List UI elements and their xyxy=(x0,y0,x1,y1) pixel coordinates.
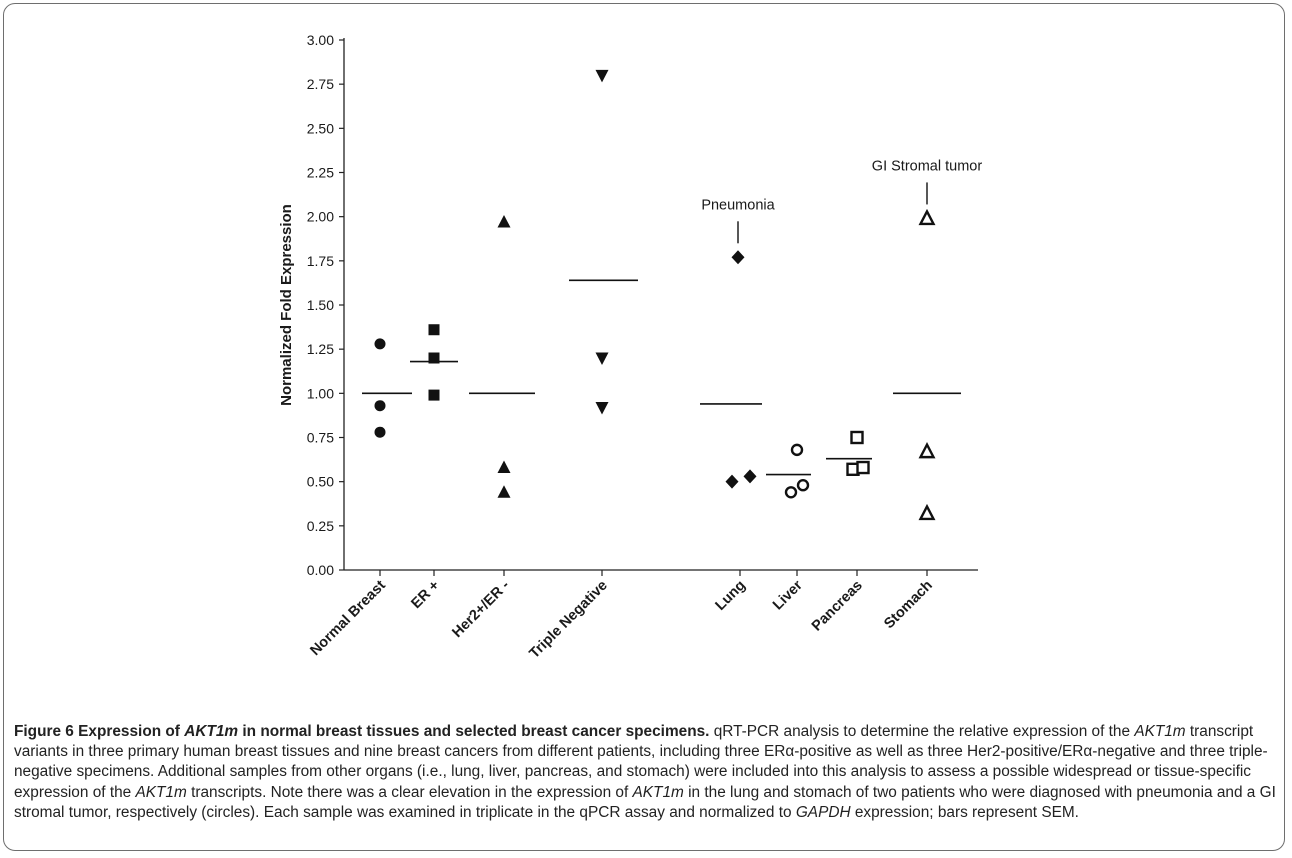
annotation-label: Pneumonia xyxy=(701,197,775,213)
y-tick-label: 1.00 xyxy=(307,385,334,401)
y-tick-label: 3.00 xyxy=(307,32,334,48)
data-point xyxy=(374,426,386,438)
figure-caption: Figure 6 Expression of AKT1m in normal b… xyxy=(14,722,1276,823)
figure-frame xyxy=(3,3,1285,851)
y-tick-label: 1.25 xyxy=(307,341,334,357)
data-point xyxy=(497,485,511,498)
data-point xyxy=(497,460,511,474)
figure-number: Figure 6 xyxy=(14,723,74,740)
x-category-label: ER + xyxy=(408,578,442,612)
data-point xyxy=(850,430,864,445)
y-tick-label: 1.50 xyxy=(307,297,334,313)
data-point xyxy=(918,442,936,459)
data-point xyxy=(725,474,739,489)
data-point xyxy=(497,214,511,228)
x-category-label: Her2+/ER - xyxy=(449,577,513,641)
data-point xyxy=(428,352,440,364)
data-point xyxy=(796,479,810,492)
caption-text-run: AKT1m xyxy=(135,783,187,801)
y-tick-label: 0.75 xyxy=(307,430,334,446)
scatter-chart: 0.00 0.25 0.50 0.75 1.00 1.25 1.50 1.75 2.00 2.25… xyxy=(278,32,983,662)
data-point xyxy=(918,208,936,226)
y-tick-label: 0.00 xyxy=(307,562,334,578)
annotation-label: GI Stromal tumor xyxy=(872,158,983,174)
figure-body: qRT-PCR analysis to determine the relati… xyxy=(14,723,1276,821)
caption-text-run: transcripts. Note there was a clear elev… xyxy=(186,783,633,801)
y-tick-label: 1.75 xyxy=(307,253,334,269)
y-tick-label: 2.50 xyxy=(307,120,334,136)
caption-text-run: transcript variants in three primary hum… xyxy=(14,723,1268,801)
data-point xyxy=(595,352,609,365)
figure-title: Expression of AKT1m in normal breast tis… xyxy=(78,723,710,740)
y-tick-label: 2.75 xyxy=(307,76,334,92)
data-point xyxy=(784,486,798,499)
data-point xyxy=(918,503,936,521)
y-tick-label: 0.50 xyxy=(307,474,334,490)
caption-text-run: in the lung and stomach of two patients … xyxy=(14,783,1276,821)
data-point xyxy=(790,443,804,457)
y-tick-label: 0.25 xyxy=(307,518,334,534)
data-point xyxy=(595,401,609,415)
x-category-label: Pancreas xyxy=(809,578,866,635)
y-tick-label: 2.00 xyxy=(307,209,334,225)
caption-text-run: GAPDH xyxy=(795,803,851,821)
caption-text-run: qRT-PCR analysis to determine the relati… xyxy=(709,723,1135,740)
data-point xyxy=(428,389,440,401)
y-tick-label: 2.25 xyxy=(307,165,334,181)
x-category-label: Triple Negative xyxy=(527,578,611,662)
data-point xyxy=(428,324,440,336)
data-point xyxy=(595,69,609,83)
data-point xyxy=(731,250,745,265)
caption-text-run: AKT1m xyxy=(1134,723,1186,740)
data-point xyxy=(374,338,386,350)
data-point xyxy=(856,460,870,475)
data-point xyxy=(743,469,757,484)
caption-text-run: AKT1m xyxy=(632,783,684,801)
caption-text-run: expression; bars represent SEM. xyxy=(850,803,1079,821)
data-point xyxy=(374,400,386,412)
x-category-label: Lung xyxy=(712,578,748,614)
y-axis-title: Normalized Fold Expression xyxy=(278,204,295,406)
x-category-label: Liver xyxy=(770,577,806,613)
x-category-label: Stomach xyxy=(881,578,936,633)
x-category-label: Normal Breast xyxy=(307,577,389,659)
